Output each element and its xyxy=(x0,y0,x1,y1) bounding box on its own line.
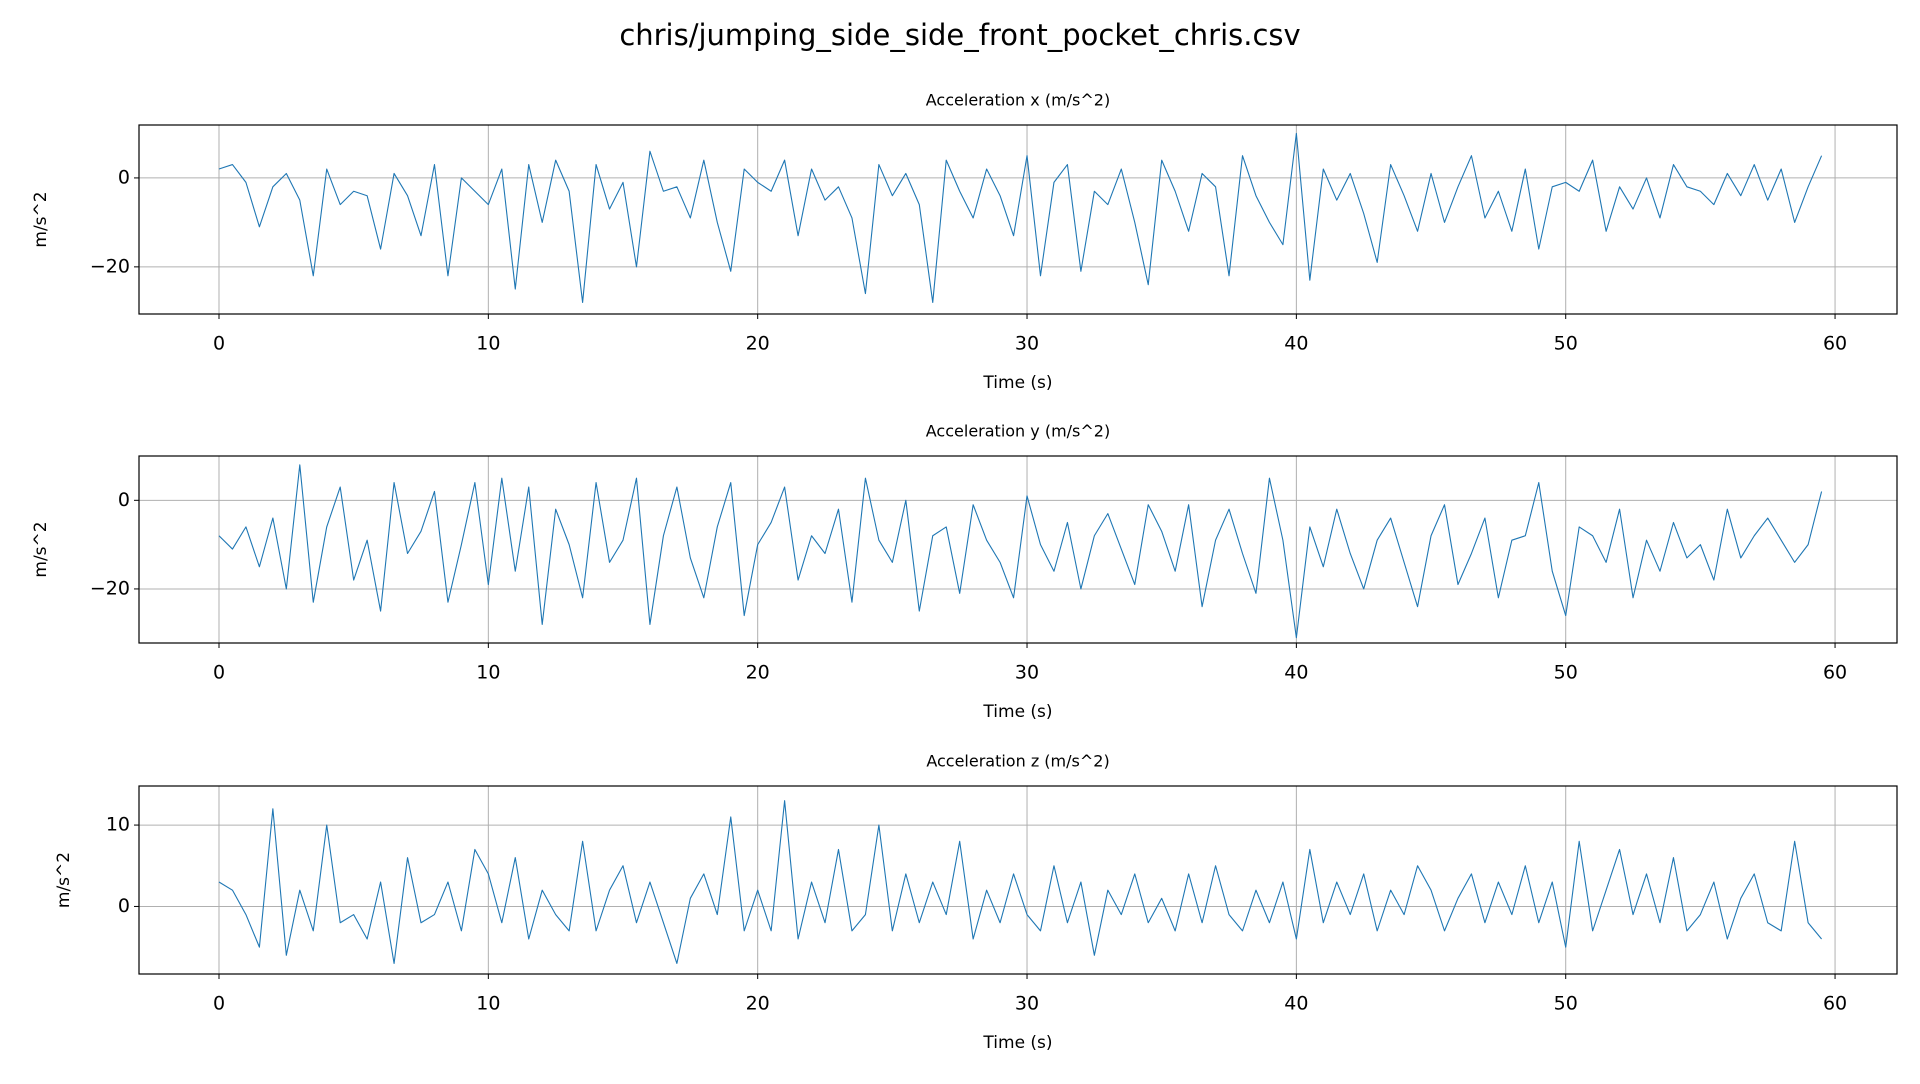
y-axis-label: m/s^2 xyxy=(31,521,51,577)
x-tick-label: 60 xyxy=(1823,993,1847,1015)
x-tick-label: 50 xyxy=(1554,333,1578,355)
x-tick-label: 40 xyxy=(1284,333,1308,355)
x-tick-label: 40 xyxy=(1284,662,1308,684)
y-tick-label: −20 xyxy=(90,577,130,599)
x-tick-label: 20 xyxy=(746,993,770,1015)
x-axis-label: Time (s) xyxy=(982,1033,1052,1053)
data-line xyxy=(218,464,1823,639)
data-line xyxy=(218,800,1823,964)
x-tick-label: 50 xyxy=(1554,993,1578,1015)
x-tick-label: 20 xyxy=(746,333,770,355)
x-tick-label: 0 xyxy=(213,662,225,684)
y-tick-label: 0 xyxy=(118,895,130,917)
x-tick-label: 30 xyxy=(1015,333,1039,355)
x-tick-label: 10 xyxy=(476,993,500,1015)
y-axis-label: m/s^2 xyxy=(54,852,74,908)
x-tick-label: 10 xyxy=(476,662,500,684)
axes-frame xyxy=(138,124,1898,315)
x-tick-label: 60 xyxy=(1823,333,1847,355)
y-tick-label: 0 xyxy=(118,166,130,188)
x-tick-label: 60 xyxy=(1823,662,1847,684)
x-tick-label: 10 xyxy=(476,333,500,355)
subplot-title: Acceleration z (m/s^2) xyxy=(926,752,1109,771)
x-tick-label: 50 xyxy=(1554,662,1578,684)
x-axis-label: Time (s) xyxy=(982,373,1052,393)
y-axis-label: m/s^2 xyxy=(31,191,51,247)
subplot-title: Acceleration y (m/s^2) xyxy=(926,422,1110,441)
x-tick-label: 40 xyxy=(1284,993,1308,1015)
x-tick-label: 20 xyxy=(746,662,770,684)
x-axis-label: Time (s) xyxy=(982,702,1052,722)
y-tick-label: 0 xyxy=(118,489,130,511)
y-tick-label: −20 xyxy=(90,255,130,277)
axes-frame xyxy=(138,785,1898,975)
figure-title: chris/jumping_side_side_front_pocket_chr… xyxy=(619,18,1300,52)
x-tick-label: 0 xyxy=(213,993,225,1015)
y-tick-label: 10 xyxy=(106,814,130,836)
axes-frame xyxy=(138,455,1898,644)
x-tick-label: 30 xyxy=(1015,993,1039,1015)
data-line xyxy=(218,132,1823,303)
subplot-title: Acceleration x (m/s^2) xyxy=(926,91,1110,110)
x-tick-label: 30 xyxy=(1015,662,1039,684)
x-tick-label: 0 xyxy=(213,333,225,355)
